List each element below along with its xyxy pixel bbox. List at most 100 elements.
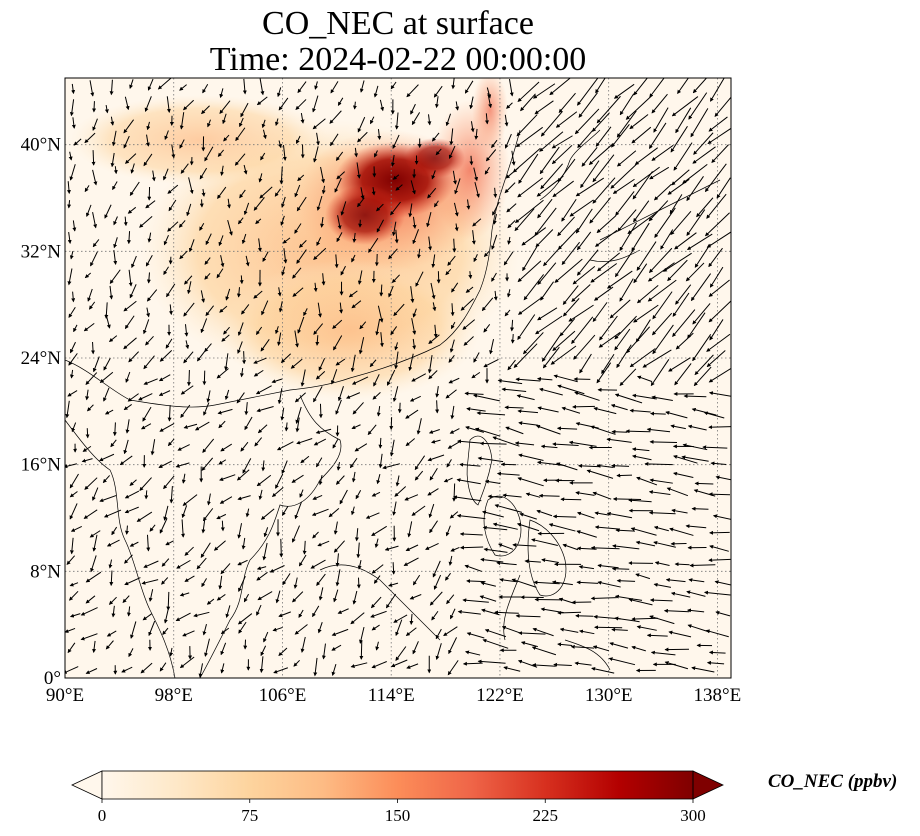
wind-arrow	[662, 252, 692, 272]
wind-arrow	[386, 369, 396, 386]
wind-arrow	[204, 273, 211, 280]
wind-arrow	[188, 239, 195, 253]
wind-arrow	[274, 188, 281, 197]
wind-arrow	[409, 594, 422, 600]
wind-arrow	[220, 642, 227, 656]
wind-arrow	[635, 319, 651, 343]
wind-arrow	[617, 209, 637, 232]
wind-arrow	[371, 491, 381, 497]
wind-arrow	[391, 562, 396, 575]
wind-arrow	[328, 507, 340, 518]
wind-arrow	[85, 204, 92, 217]
wind-arrow	[514, 208, 535, 232]
wind-arrow	[125, 371, 131, 383]
wind-arrow	[496, 561, 517, 566]
wind-arrow	[534, 100, 554, 115]
wind-arrow	[576, 530, 597, 538]
wind-arrow	[535, 424, 561, 435]
wind-arrow	[143, 153, 153, 167]
wind-arrow	[649, 478, 673, 484]
wind-arrow	[651, 144, 674, 161]
wind-arrow	[578, 629, 595, 635]
wind-arrow	[284, 422, 289, 432]
wind-arrow	[575, 177, 605, 197]
wind-arrow	[470, 121, 475, 133]
wind-arrow	[220, 627, 230, 635]
wind-arrow	[593, 286, 614, 301]
wind-arrow	[351, 471, 356, 483]
wind-arrow	[240, 441, 249, 452]
wind-arrow	[576, 249, 599, 276]
wind-arrow	[181, 473, 186, 484]
wind-arrow	[313, 146, 319, 163]
wind-arrow	[484, 479, 501, 485]
wind-arrow	[596, 95, 621, 124]
wind-arrow	[320, 166, 325, 184]
wind-arrow	[504, 133, 512, 149]
wind-arrow	[297, 316, 305, 334]
wind-arrow	[614, 393, 643, 404]
wind-arrow	[130, 163, 135, 174]
wind-arrow	[69, 369, 74, 379]
wind-arrow	[412, 216, 417, 229]
wind-arrow	[388, 248, 398, 260]
wind-arrow	[357, 197, 365, 208]
wind-arrow	[525, 492, 541, 498]
wind-arrow	[85, 372, 98, 385]
wind-arrow	[313, 438, 327, 446]
wind-arrow	[711, 144, 729, 164]
wind-arrow	[187, 281, 192, 295]
wind-arrow	[218, 459, 227, 465]
wind-arrow	[179, 112, 185, 130]
wind-arrow	[333, 521, 338, 535]
wind-arrow	[468, 271, 473, 280]
wind-arrow	[159, 422, 175, 432]
wind-arrow	[312, 95, 319, 113]
wind-arrow	[321, 273, 326, 286]
wind-arrow	[337, 215, 342, 230]
wind-arrow	[276, 441, 294, 451]
wind-arrow	[688, 578, 705, 583]
wind-arrow	[556, 462, 578, 471]
wind-arrow	[185, 340, 190, 350]
wind-arrow	[217, 149, 225, 157]
wind-arrow	[709, 530, 730, 535]
wind-arrow	[494, 610, 519, 615]
wind-arrow	[446, 594, 455, 605]
wind-arrow	[709, 266, 724, 288]
wind-arrow	[412, 574, 421, 586]
wind-arrow	[517, 260, 542, 283]
wind-arrow	[597, 580, 621, 588]
wind-arrow	[237, 495, 251, 501]
wind-arrow	[554, 258, 583, 283]
wind-arrow	[432, 302, 437, 312]
wind-arrow	[145, 134, 150, 147]
wind-arrow	[321, 185, 326, 195]
wind-arrow	[335, 553, 340, 567]
wind-arrow	[206, 598, 215, 605]
wind-arrow	[412, 338, 417, 350]
wind-arrow	[243, 202, 250, 216]
wind-arrow	[335, 475, 345, 485]
wind-arrow	[184, 275, 193, 285]
wind-arrow	[540, 163, 563, 190]
wind-arrow	[688, 92, 708, 120]
wind-arrow	[162, 627, 169, 636]
wind-arrow	[105, 640, 114, 650]
wind-arrow	[72, 220, 77, 232]
wind-arrow	[150, 439, 156, 456]
wind-arrow	[278, 611, 291, 618]
wind-arrow	[628, 498, 652, 503]
wind-arrow	[636, 375, 653, 383]
wind-arrow	[200, 318, 208, 334]
wind-arrow	[479, 441, 507, 446]
wind-arrow	[167, 184, 179, 194]
wind-arrow	[163, 505, 169, 521]
wind-arrow	[379, 284, 384, 297]
wind-arrow	[536, 376, 553, 381]
wind-arrow	[428, 429, 440, 434]
wind-arrow	[368, 237, 379, 253]
wind-arrow	[712, 514, 731, 520]
wind-arrow	[715, 610, 731, 617]
wind-arrow	[611, 429, 628, 434]
